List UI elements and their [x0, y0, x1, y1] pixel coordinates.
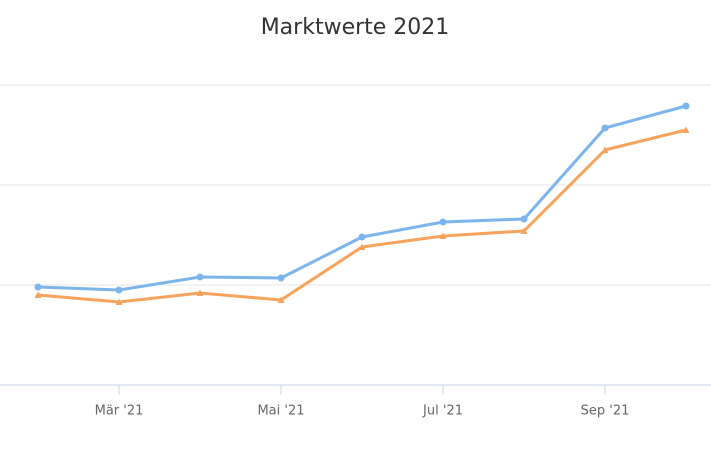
x-tick-label: Mär '21	[95, 404, 144, 419]
point	[277, 274, 285, 282]
point	[439, 218, 447, 226]
point	[601, 124, 609, 132]
point	[34, 291, 42, 298]
point	[196, 289, 204, 296]
point	[439, 232, 447, 239]
series-line	[37, 104, 687, 292]
x-tick-label: Mai '21	[257, 404, 304, 419]
point	[115, 286, 123, 294]
point	[277, 296, 285, 303]
point	[196, 273, 204, 281]
point	[601, 146, 609, 153]
point	[34, 283, 42, 291]
point	[520, 215, 528, 223]
point	[358, 243, 366, 250]
x-tick-label: Jul '21	[422, 404, 463, 419]
x-tick-label: Sep '21	[581, 404, 630, 419]
chart-title: Marktwerte 2021	[261, 15, 450, 40]
point	[682, 126, 690, 133]
point	[520, 227, 528, 234]
point	[358, 233, 366, 241]
point	[115, 298, 123, 305]
series-line	[37, 128, 687, 304]
point	[682, 102, 690, 110]
